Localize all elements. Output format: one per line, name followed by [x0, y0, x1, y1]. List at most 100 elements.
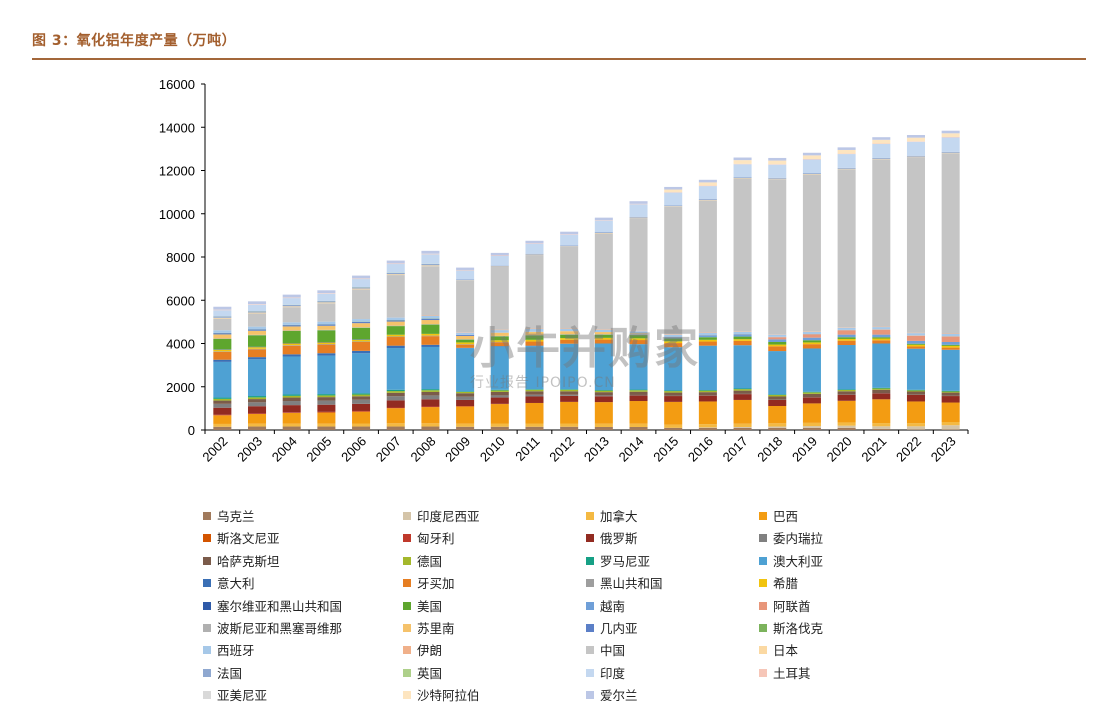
bar-segment-2017-24 [734, 332, 752, 334]
bar-segment-2009-15 [456, 342, 474, 344]
legend-item: 越南 [586, 596, 625, 616]
bar-segment-2023-33 [942, 133, 960, 137]
legend-label: 法国 [217, 666, 242, 681]
bar-segment-2016-30 [699, 186, 717, 199]
bar-segment-2016-2 [699, 424, 717, 427]
legend-item: 阿联酋 [759, 596, 811, 616]
bar-segment-2018-26 [768, 179, 786, 334]
bar-segment-2005-8 [317, 397, 335, 400]
bar-segment-2011-17 [525, 335, 543, 339]
bar-segment-2004-12 [283, 354, 301, 356]
bar-segment-2002-24 [213, 330, 231, 333]
bar-segment-2013-21 [595, 332, 613, 334]
bar-segment-2006-24 [352, 319, 370, 322]
bar-segment-2013-9 [595, 391, 613, 393]
legend-label: 哈萨克斯坦 [217, 554, 280, 569]
bar-segment-2017-11 [734, 345, 752, 388]
bar-segment-2014-15 [630, 338, 648, 340]
bar-segment-2003-7 [248, 402, 266, 406]
bar-segment-2003-26 [248, 313, 266, 326]
bar-segment-2005-15 [317, 342, 335, 344]
bar-segment-2005-9 [317, 395, 335, 397]
legend-swatch [403, 557, 411, 565]
bar-segment-2020-17 [838, 337, 856, 339]
bar-segment-2012-30 [560, 235, 578, 246]
bar-segment-2012-21 [560, 331, 578, 334]
bar-segment-2012-2 [560, 424, 578, 427]
bar-segment-2016-3 [699, 401, 717, 424]
bar-segment-2008-17 [421, 325, 439, 334]
bar-segment-2004-30 [283, 298, 301, 305]
bar-segment-2009-2 [456, 424, 474, 427]
bar-segment-2003-27 [248, 313, 266, 314]
bar-segment-2009-17 [456, 340, 474, 343]
legend-item: 印度尼西亚 [403, 506, 480, 526]
bar-segment-2002-2 [213, 424, 231, 427]
bar-segment-2017-0 [734, 428, 752, 430]
legend-swatch [586, 646, 594, 654]
bar-segment-2019-1 [803, 426, 821, 428]
bar-segment-2020-13 [838, 341, 856, 345]
bar-segment-2009-30 [456, 270, 474, 279]
bar-segment-2002-6 [213, 408, 231, 415]
bar-segment-2007-17 [387, 326, 405, 335]
bar-segment-2003-14 [248, 349, 266, 350]
legend-swatch [403, 512, 411, 520]
bar-segment-2005-24 [317, 322, 335, 325]
legend-label: 中国 [600, 643, 625, 658]
bar-segment-2013-34 [595, 218, 613, 221]
legend-swatch [586, 602, 594, 610]
bar-segment-2003-22 [248, 329, 266, 330]
bar-segment-2020-3 [838, 401, 856, 423]
bar-segment-2018-13 [768, 346, 786, 351]
bar-segment-2004-10 [283, 395, 301, 396]
y-tick-label: 4000 [166, 337, 195, 352]
legend-label: 意大利 [217, 576, 255, 591]
bar-segment-2012-28 [560, 246, 578, 247]
legend-label: 德国 [417, 554, 442, 569]
bar-segment-2023-34 [942, 131, 960, 134]
bar-segment-2006-15 [352, 340, 370, 342]
bar-segment-2020-10 [838, 389, 856, 390]
bar-segment-2018-18 [768, 339, 786, 342]
bar-segment-2008-9 [421, 390, 439, 392]
bar-segment-2017-17 [734, 337, 752, 340]
bar-segment-2003-6 [248, 406, 266, 413]
bar-segment-2008-28 [421, 264, 439, 265]
bar-segment-2006-26 [352, 289, 370, 319]
bar-segment-2006-3 [352, 412, 370, 424]
legend-swatch [203, 691, 211, 699]
bar-segment-2017-34 [734, 158, 752, 161]
bar-segment-2015-2 [664, 425, 682, 428]
bar-segment-2003-2 [248, 424, 266, 427]
bar-segment-2005-21 [317, 326, 335, 330]
legend-item: 匈牙利 [403, 528, 455, 548]
bar-segment-2016-15 [699, 340, 717, 342]
legend-swatch [403, 602, 411, 610]
bar-segment-2003-8 [248, 399, 266, 402]
bar-segment-2017-8 [734, 391, 752, 394]
bar-segment-2023-2 [942, 422, 960, 425]
bar-segment-2010-0 [491, 427, 509, 430]
legend-label: 沙特阿拉伯 [417, 688, 480, 703]
legend-swatch [586, 691, 594, 699]
bar-segment-2023-28 [942, 152, 960, 153]
bar-segment-2020-26 [838, 169, 856, 327]
bar-segment-2009-6 [456, 400, 474, 406]
bar-segment-2012-15 [560, 338, 578, 340]
bar-segment-2012-8 [560, 391, 578, 394]
legend-item: 印度 [586, 663, 625, 683]
bar-segment-2023-18 [942, 342, 960, 345]
legend-swatch [203, 534, 211, 542]
bar-segment-2002-0 [213, 427, 231, 430]
legend-swatch [203, 512, 211, 520]
legend-item: 希腊 [759, 573, 798, 593]
bar-segment-2018-0 [768, 428, 786, 430]
bar-segment-2005-12 [317, 353, 335, 355]
legend-label: 波斯尼亚和黑塞哥维那 [217, 621, 342, 636]
bar-segment-2019-8 [803, 394, 821, 397]
bar-segment-2005-0 [317, 427, 335, 430]
legend-item: 伊朗 [403, 640, 442, 660]
bar-segment-2010-8 [491, 392, 509, 395]
bar-segment-2008-0 [421, 427, 439, 430]
